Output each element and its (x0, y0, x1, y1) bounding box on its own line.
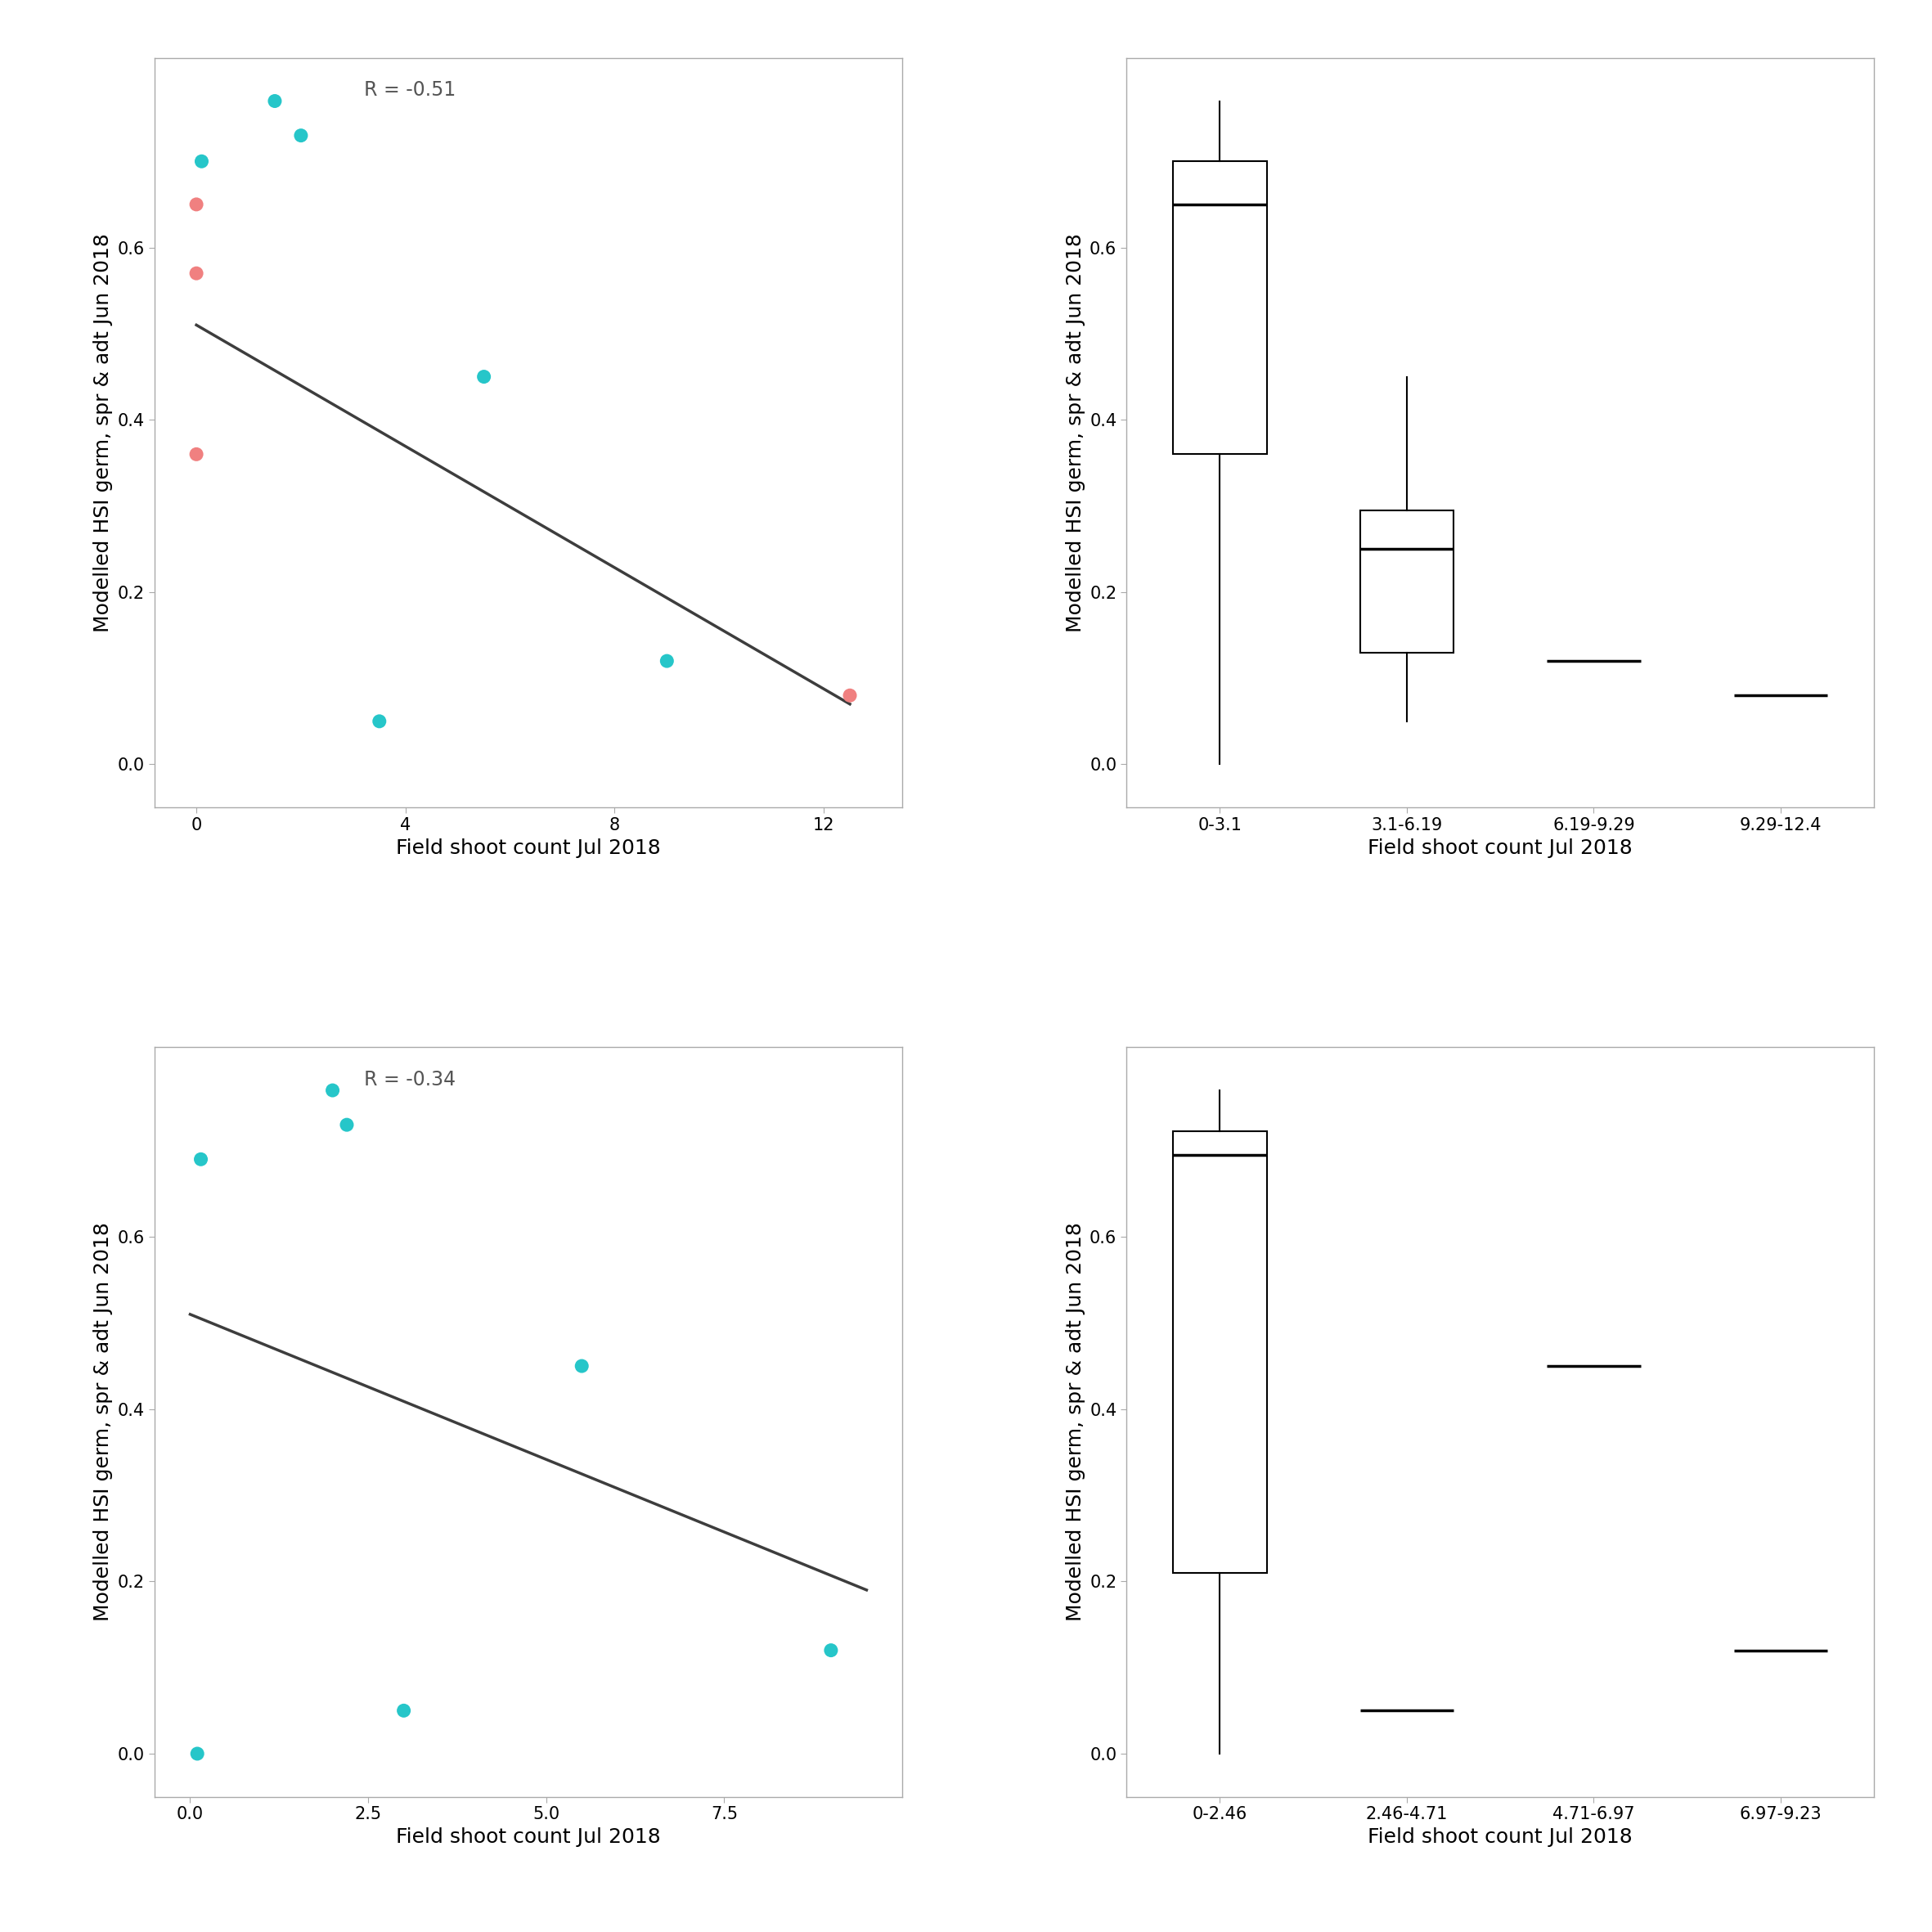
X-axis label: Field shoot count Jul 2018: Field shoot count Jul 2018 (396, 838, 661, 858)
Point (468, 361, 498, 392)
Point (566, 1350, 597, 1381)
Point (332, 1109, 363, 1140)
Text: R = -0.34: R = -0.34 (363, 1070, 456, 1090)
Y-axis label: Modelled HSI germ, spr & adt Jun 2018: Modelled HSI germ, spr & adt Jun 2018 (93, 234, 114, 632)
Point (286, 120, 317, 151)
X-axis label: Field shoot count Jul 2018: Field shoot count Jul 2018 (1368, 1828, 1633, 1847)
Point (363, 705, 394, 736)
X-axis label: Field shoot count Jul 2018: Field shoot count Jul 2018 (396, 1828, 661, 1847)
Point (835, 680, 866, 711)
Text: R = -0.51: R = -0.51 (363, 81, 456, 100)
Point (182, 257, 213, 288)
Y-axis label: Modelled HSI germ, spr & adt Jun 2018: Modelled HSI germ, spr & adt Jun 2018 (93, 1223, 114, 1621)
Point (259, 85, 290, 116)
Point (815, 1634, 846, 1665)
Point (185, 147, 216, 178)
X-axis label: Field shoot count Jul 2018: Field shoot count Jul 2018 (1368, 838, 1633, 858)
Point (182, 1739, 213, 1770)
Y-axis label: Modelled HSI germ, spr & adt Jun 2018: Modelled HSI germ, spr & adt Jun 2018 (1065, 1223, 1086, 1621)
Point (651, 645, 682, 676)
Bar (1360, 510, 1453, 653)
Point (317, 1074, 348, 1105)
Point (185, 1144, 216, 1175)
Point (182, 439, 213, 469)
Point (388, 1694, 419, 1725)
Bar (1173, 162, 1267, 454)
Point (182, 189, 213, 220)
Y-axis label: Modelled HSI germ, spr & adt Jun 2018: Modelled HSI germ, spr & adt Jun 2018 (1065, 234, 1086, 632)
Bar (1173, 1132, 1267, 1573)
